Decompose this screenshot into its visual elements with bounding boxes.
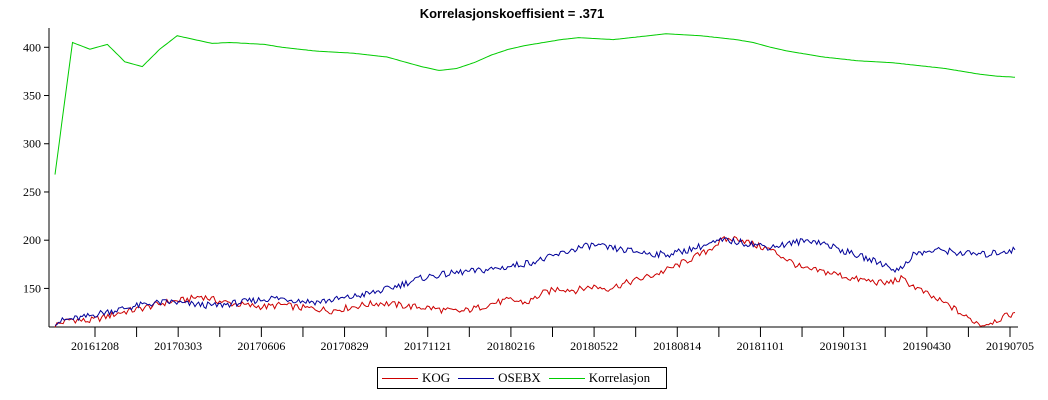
y-tick-label: 400 xyxy=(23,40,41,54)
x-tick-label: 20180814 xyxy=(653,339,701,353)
x-axis-ticks: 20161208 20170303 20170606 20170829 20171121… xyxy=(71,327,1034,353)
legend-label-kog: KOG xyxy=(422,370,451,385)
x-tick-label: 20161208 xyxy=(71,339,119,353)
x-tick-label: 20180216 xyxy=(487,339,535,353)
x-tick-label: 20170303 xyxy=(154,339,202,353)
legend-swatch-osebx xyxy=(458,377,495,379)
legend-swatch-kog xyxy=(382,377,418,379)
y-tick-label: 200 xyxy=(23,233,41,247)
chart-title: Korrelasjonskoeffisient = .371 xyxy=(420,6,605,21)
y-tick-label: 250 xyxy=(23,185,41,199)
y-axis-ticks: 150 200 250 300 350 400 xyxy=(23,40,49,295)
y-tick-label: 300 xyxy=(23,137,41,151)
y-tick-label: 350 xyxy=(23,89,41,103)
legend-swatch-korrelasjon xyxy=(548,377,585,379)
x-tick-label: 20171121 xyxy=(404,339,452,353)
x-tick-label: 20170606 xyxy=(237,339,285,353)
series-line-osebx xyxy=(54,237,1016,326)
legend-label-korrelasjon: Korrelasjon xyxy=(588,370,651,385)
legend-label-osebx: OSEBX xyxy=(498,370,541,385)
x-tick-label: 20190131 xyxy=(820,339,868,353)
legend-item-korrelasjon: Korrelasjon xyxy=(548,370,651,386)
x-tick-label: 20180522 xyxy=(570,339,618,353)
legend: KOG OSEBX Korrelasjon xyxy=(377,367,667,389)
series-line-korrelasjon xyxy=(54,33,1016,175)
x-tick-label: 20190705 xyxy=(986,339,1034,353)
x-tick-label: 20181101 xyxy=(737,339,785,353)
series-line-kog xyxy=(54,235,1016,328)
legend-item-osebx: OSEBX xyxy=(458,370,541,386)
legend-item-kog: KOG xyxy=(382,370,450,386)
x-tick-label: 20190430 xyxy=(903,339,951,353)
series-layer xyxy=(54,33,1016,328)
y-tick-label: 150 xyxy=(23,281,41,295)
x-tick-label: 20170829 xyxy=(321,339,369,353)
